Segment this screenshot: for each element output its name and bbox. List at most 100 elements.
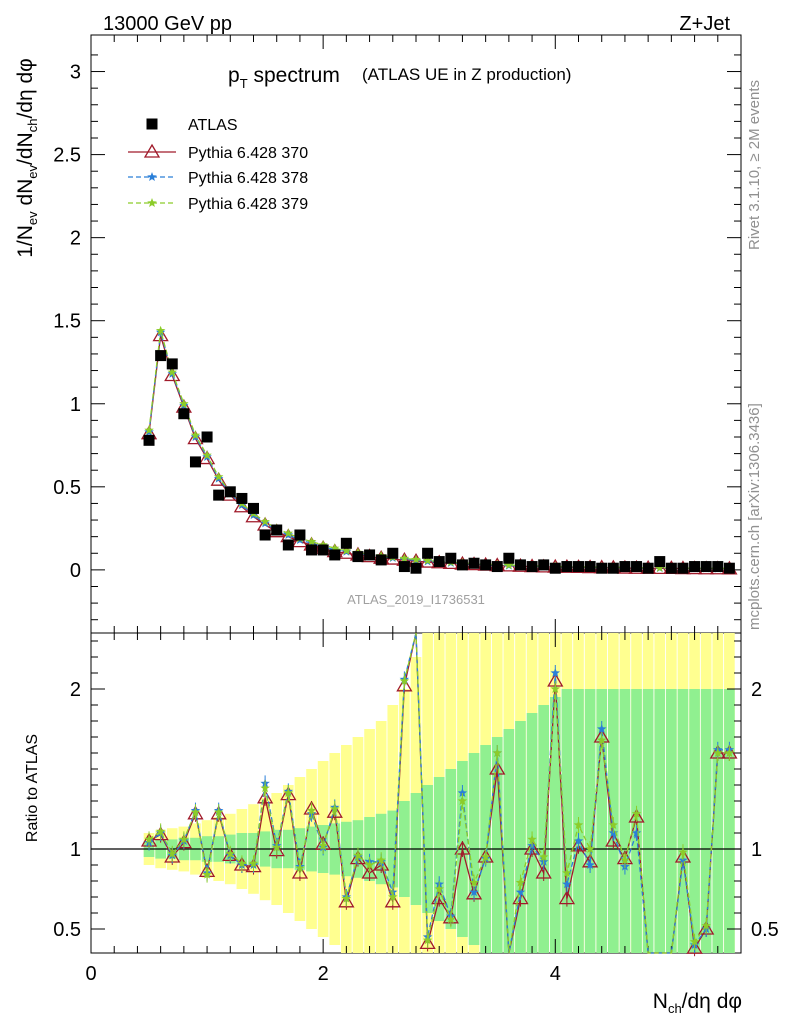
green-band — [700, 689, 712, 953]
data-point — [213, 471, 224, 481]
data-point — [596, 562, 608, 574]
data-point — [570, 837, 587, 852]
data-point — [419, 935, 436, 950]
data-point — [642, 562, 654, 574]
data-point — [143, 143, 161, 158]
ratio-series-pythia-6-428-379 — [144, 632, 735, 954]
data-point — [573, 820, 584, 829]
green-band — [724, 689, 735, 953]
data-point — [538, 852, 549, 861]
mcplots-label: mcplots.cern.ch [arXiv:1306.3436] — [746, 403, 763, 630]
data-point — [155, 826, 166, 836]
data-point — [388, 892, 398, 901]
green-band — [561, 689, 573, 953]
legend: ATLAS Pythia 6.428 370 Pythia 6.428 378 Pyt… — [128, 117, 308, 213]
data-point — [272, 842, 282, 852]
data-point — [585, 844, 595, 853]
data-point — [689, 561, 701, 573]
data-point — [340, 537, 352, 549]
data-point — [410, 562, 422, 574]
green-band — [689, 689, 700, 953]
green-band — [491, 737, 503, 953]
data-point — [491, 561, 503, 573]
data-point — [189, 456, 201, 468]
data-point — [527, 834, 537, 844]
data-point — [422, 935, 433, 945]
data-point — [201, 431, 213, 443]
green-band — [712, 689, 724, 953]
series-line — [148, 332, 730, 570]
data-point — [291, 864, 309, 879]
data-point — [198, 450, 216, 465]
green-band — [596, 689, 608, 953]
data-point — [260, 783, 270, 793]
data-point — [338, 544, 355, 559]
data-point — [454, 840, 471, 855]
legend-label: ATLAS — [188, 117, 238, 134]
data-point — [631, 828, 642, 837]
data-point — [620, 855, 630, 865]
data-point — [202, 869, 212, 879]
data-point — [225, 848, 235, 858]
data-point — [597, 735, 607, 745]
data-point — [295, 863, 305, 873]
main-y-axis-label: 1/Nev dNev/dNch/dη dφ — [14, 58, 40, 258]
data-point — [364, 860, 375, 869]
data-point — [330, 804, 340, 813]
data-point — [433, 556, 445, 568]
header-left: 13000 GeV pp — [103, 13, 232, 35]
green-band — [642, 689, 654, 953]
data-point — [144, 834, 154, 844]
data-point — [512, 890, 529, 905]
data-point — [213, 489, 225, 501]
header-right: Z+Jet — [679, 13, 730, 35]
rivet-label: Rivet 3.1.10, ≥ 2M events — [746, 80, 763, 250]
green-band — [666, 689, 677, 953]
plot-subtitle: (ATLAS UE in Z production) — [362, 65, 571, 84]
data-point — [558, 890, 576, 905]
ratio-axis-ticks: 0.5 0.5 1 1 2 2 0 2 4 — [53, 633, 779, 985]
ratio-series-layer — [140, 632, 738, 957]
data-point — [187, 430, 204, 445]
data-point — [422, 547, 434, 559]
data-point — [326, 803, 343, 818]
data-point — [469, 887, 479, 897]
data-point — [179, 398, 189, 408]
data-point — [724, 748, 735, 757]
data-point — [631, 808, 642, 818]
data-point — [607, 562, 619, 574]
data-point — [283, 528, 294, 538]
data-point — [515, 877, 526, 887]
data-point — [523, 840, 541, 855]
legend-label: Pythia 6.428 378 — [188, 170, 308, 187]
data-point — [573, 561, 584, 573]
green-band — [584, 689, 596, 953]
data-point — [330, 543, 340, 553]
data-point — [341, 545, 352, 555]
data-point — [678, 847, 688, 857]
data-point — [178, 408, 190, 420]
data-point — [318, 840, 328, 850]
data-point — [353, 850, 363, 860]
data-point — [712, 561, 724, 573]
data-point — [306, 544, 318, 556]
data-point — [631, 561, 643, 573]
series-pythia-6-428-378 — [144, 327, 735, 573]
data-point — [562, 879, 572, 889]
data-point — [480, 559, 492, 571]
data-point — [352, 551, 364, 563]
y-tick-label: 2 — [70, 228, 81, 250]
y-tick-label: 2.5 — [53, 145, 81, 167]
data-point — [399, 553, 410, 563]
series-pythia-6-428-379 — [144, 325, 735, 573]
data-point — [282, 539, 294, 551]
data-point — [655, 562, 665, 572]
data-point — [701, 920, 711, 930]
data-point — [584, 561, 596, 573]
data-point — [210, 471, 227, 486]
data-point — [713, 748, 723, 757]
data-point — [338, 893, 355, 908]
data-point — [294, 529, 306, 541]
series-line — [148, 330, 730, 570]
data-point — [341, 893, 352, 903]
